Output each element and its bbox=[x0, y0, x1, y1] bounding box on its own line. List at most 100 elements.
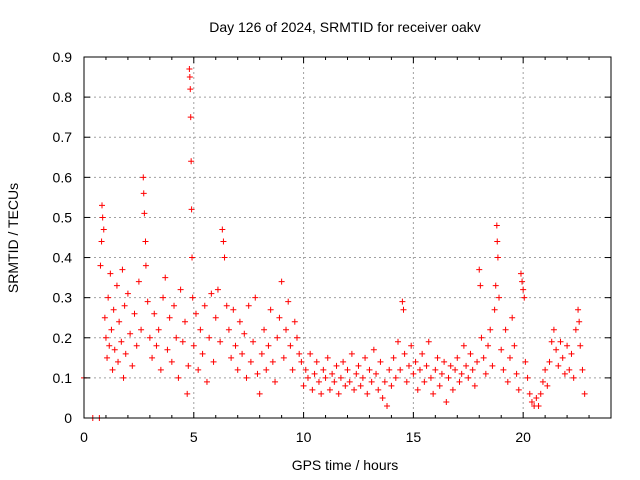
data-point bbox=[187, 86, 194, 93]
y-tick-label: 0.8 bbox=[53, 89, 73, 105]
data-point bbox=[144, 298, 151, 305]
data-point bbox=[511, 342, 518, 349]
x-tick-label: 15 bbox=[406, 429, 422, 445]
data-point bbox=[173, 334, 180, 341]
data-point bbox=[364, 390, 371, 397]
data-point bbox=[142, 262, 149, 269]
data-point bbox=[342, 382, 349, 389]
data-point bbox=[296, 350, 303, 357]
data-point bbox=[187, 114, 194, 121]
data-point bbox=[280, 354, 287, 361]
y-tick-label: 0.1 bbox=[53, 370, 73, 386]
data-point bbox=[477, 282, 484, 289]
data-point bbox=[576, 318, 583, 325]
data-point bbox=[386, 366, 393, 373]
data-point bbox=[463, 362, 470, 369]
data-point bbox=[521, 294, 528, 301]
data-point bbox=[520, 286, 527, 293]
data-point bbox=[225, 326, 232, 333]
data-point bbox=[458, 370, 465, 377]
plot-frame bbox=[83, 56, 612, 419]
data-point bbox=[526, 390, 533, 397]
data-point bbox=[142, 238, 149, 245]
data-point bbox=[300, 382, 307, 389]
data-point bbox=[522, 358, 529, 365]
data-point bbox=[141, 210, 148, 217]
data-point bbox=[133, 342, 140, 349]
data-point bbox=[410, 370, 417, 377]
data-point bbox=[568, 350, 575, 357]
data-point bbox=[492, 282, 499, 289]
data-point bbox=[434, 354, 441, 361]
data-point bbox=[550, 326, 557, 333]
data-point bbox=[502, 326, 509, 333]
y-tick-label: 0.6 bbox=[53, 169, 73, 185]
data-point bbox=[447, 362, 454, 369]
data-point bbox=[234, 366, 241, 373]
data-point bbox=[460, 342, 467, 349]
data-point bbox=[489, 362, 496, 369]
data-point bbox=[535, 402, 542, 409]
data-point bbox=[485, 342, 492, 349]
data-point bbox=[236, 318, 243, 325]
data-point bbox=[533, 394, 540, 401]
data-point bbox=[506, 354, 513, 361]
data-point bbox=[241, 330, 248, 337]
data-point bbox=[362, 354, 369, 361]
y-tick-label: 0 bbox=[64, 410, 72, 426]
data-point bbox=[344, 366, 351, 373]
x-axis-label: GPS time / hours bbox=[292, 457, 399, 473]
data-point bbox=[331, 378, 338, 385]
data-point bbox=[482, 370, 489, 377]
data-point bbox=[177, 286, 184, 293]
data-point bbox=[131, 310, 138, 317]
data-point bbox=[370, 346, 377, 353]
data-point bbox=[500, 366, 507, 373]
data-point bbox=[403, 378, 410, 385]
data-point bbox=[221, 254, 228, 261]
data-point bbox=[427, 374, 434, 381]
y-tick-label: 0.7 bbox=[53, 129, 73, 145]
data-point bbox=[476, 266, 483, 273]
data-point bbox=[256, 390, 263, 397]
data-point bbox=[239, 350, 246, 357]
data-point bbox=[467, 350, 474, 357]
data-point bbox=[315, 378, 322, 385]
data-point bbox=[219, 226, 226, 233]
data-point bbox=[99, 202, 106, 209]
data-point bbox=[212, 314, 219, 321]
data-point bbox=[214, 286, 221, 293]
data-point bbox=[340, 358, 347, 365]
data-point bbox=[566, 366, 573, 373]
data-point bbox=[140, 190, 147, 197]
data-point bbox=[164, 346, 171, 353]
data-point bbox=[166, 314, 173, 321]
data-point bbox=[524, 374, 531, 381]
data-point bbox=[430, 390, 437, 397]
srmtid-series bbox=[81, 66, 588, 421]
data-point bbox=[513, 370, 520, 377]
data-point bbox=[217, 338, 224, 345]
x-tick-label: 10 bbox=[296, 429, 312, 445]
axis-ticks: 0 0.1 0.2 0.3 0.4 0.5 0.6 0.7 0.8 0.9 0 5 10 15 20 bbox=[53, 49, 611, 445]
data-point bbox=[494, 254, 501, 261]
data-point bbox=[184, 390, 191, 397]
data-point bbox=[254, 370, 261, 377]
data-point bbox=[175, 374, 182, 381]
data-point bbox=[197, 326, 204, 333]
data-point bbox=[425, 338, 432, 345]
data-point bbox=[375, 386, 382, 393]
data-point bbox=[113, 282, 120, 289]
data-point bbox=[101, 314, 108, 321]
chart-title: Day 126 of 2024, SRMTID for receiver oak… bbox=[209, 19, 481, 35]
data-point bbox=[421, 378, 428, 385]
data-point bbox=[326, 386, 333, 393]
data-point bbox=[107, 270, 114, 277]
data-point bbox=[555, 362, 562, 369]
data-point bbox=[469, 366, 476, 373]
data-point bbox=[120, 374, 127, 381]
data-point bbox=[441, 358, 448, 365]
data-point bbox=[245, 302, 252, 309]
data-point bbox=[272, 378, 279, 385]
